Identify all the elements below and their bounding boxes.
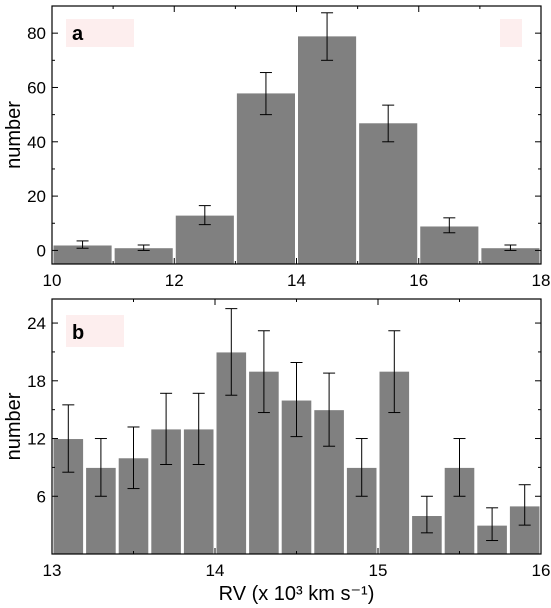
y-tick-label: 6	[37, 487, 46, 506]
y-axis-label: number	[3, 101, 25, 169]
error-bar	[518, 484, 531, 526]
error-bar	[257, 330, 270, 414]
error-bar	[290, 362, 303, 438]
x-tick-label: 16	[409, 271, 428, 290]
y-tick-label: 80	[27, 24, 46, 43]
x-axis-label: RV (x 10³ km s⁻¹)	[219, 583, 375, 605]
error-bar	[355, 438, 368, 497]
error-bar	[127, 426, 140, 490]
error-bar	[382, 104, 395, 143]
chart-panel-b: 13 14 15 16 6 12 18 24 number b RV (x 10³ km s⁻¹)	[3, 298, 551, 605]
error-bar	[198, 205, 211, 226]
error-bar	[486, 507, 499, 542]
error-bar	[225, 308, 238, 396]
y-tick-label: 0	[37, 241, 46, 260]
panel-label-background-0	[66, 19, 134, 47]
y-axis-label: number	[3, 392, 25, 460]
x-tick-label: 15	[369, 561, 388, 580]
panel-label: a	[72, 23, 84, 45]
x-tick-label: 18	[532, 271, 551, 290]
error-bar	[76, 240, 89, 249]
y-tick-label: 12	[27, 430, 46, 449]
x-tick-label: 12	[165, 271, 184, 290]
error-bar	[504, 244, 517, 251]
error-bar	[321, 12, 334, 61]
error-bar	[62, 404, 75, 473]
bar	[85, 466, 117, 555]
y-tick-label: 40	[27, 133, 46, 152]
error-bar	[192, 392, 205, 466]
error-bar	[259, 72, 272, 116]
panel-label-background-0	[66, 315, 124, 347]
y-tick-label: 24	[27, 314, 46, 333]
error-bar	[420, 495, 433, 534]
y-tick-label: 60	[27, 78, 46, 97]
x-tick-label: 14	[206, 561, 225, 580]
panel-label-background-1	[500, 19, 522, 47]
panel-label: b	[72, 322, 84, 344]
x-tick-label: 13	[43, 561, 62, 580]
error-bar	[137, 244, 150, 251]
error-bar	[323, 372, 336, 447]
error-bar	[94, 438, 107, 497]
x-tick-label: 16	[532, 561, 551, 580]
y-tick-label: 18	[27, 372, 46, 391]
bar	[358, 122, 419, 265]
error-bar	[443, 217, 456, 234]
error-bar	[160, 392, 173, 466]
y-tick-label: 20	[27, 187, 46, 206]
x-tick-label: 14	[287, 271, 306, 290]
bar	[235, 92, 296, 265]
bar	[297, 35, 358, 265]
chart-panel-a: 10 12 14 16 18 0 20 40 60 80 number a	[3, 5, 551, 290]
error-bar	[388, 330, 401, 414]
x-tick-label: 10	[43, 271, 62, 290]
error-bar	[453, 438, 466, 497]
